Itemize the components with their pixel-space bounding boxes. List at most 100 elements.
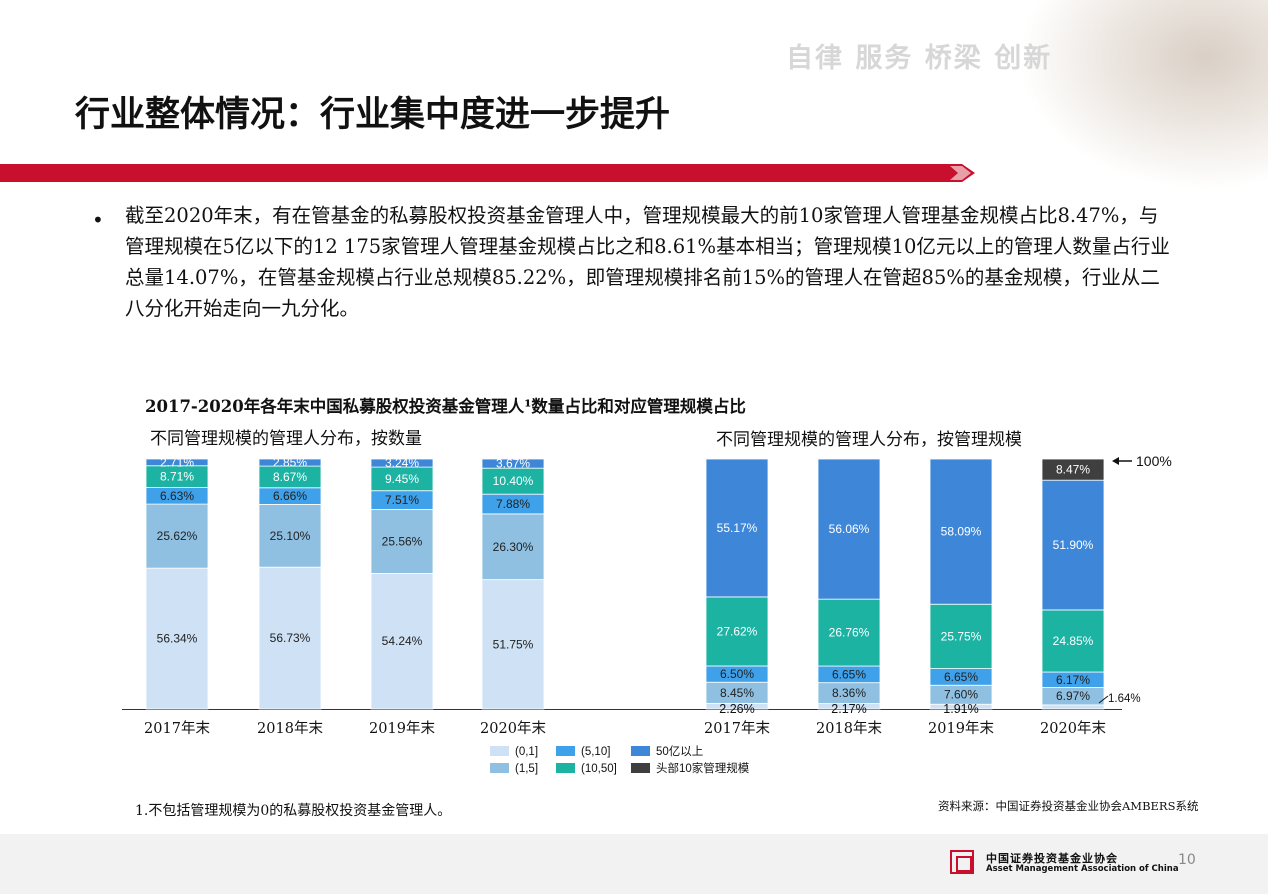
bar-data-label: 10.40% — [493, 474, 534, 488]
left-chart-subtitle: 不同管理规模的管理人分布，按数量 — [150, 429, 422, 449]
bar-data-label: 8.47% — [1056, 463, 1090, 477]
bar-data-label: 51.90% — [1053, 538, 1094, 552]
footnote: 1.不包括管理规模为0的私募股权投资基金管理人。 — [135, 803, 452, 819]
bar-data-label: 25.56% — [382, 534, 423, 548]
bar-data-label: 6.65% — [832, 667, 866, 681]
bar-data-label: 26.30% — [493, 540, 534, 554]
legend-label: 50亿以上 — [656, 745, 703, 758]
bar-data-label: 2.71% — [160, 455, 194, 469]
bar-segment — [258, 566, 322, 710]
x-tick-label: 2018年末 — [816, 720, 882, 737]
bar-segment — [1041, 458, 1105, 481]
bar-data-label: 7.88% — [496, 497, 530, 511]
bar-data-label: 27.62% — [717, 624, 758, 638]
page-title: 行业整体情况：行业集中度进一步提升 — [75, 95, 671, 135]
legend-swatch — [556, 763, 575, 773]
bar-segment — [481, 467, 545, 495]
right-chart-subtitle: 不同管理规模的管理人分布，按管理规模 — [716, 430, 1022, 450]
bar-segment — [929, 458, 993, 605]
title-underline-bar — [0, 164, 975, 182]
legend-swatch — [631, 763, 650, 773]
bar-data-label: 6.17% — [1056, 673, 1090, 687]
bullet-marker: • — [92, 208, 104, 232]
bar-data-label: 3.67% — [496, 457, 530, 471]
bar-data-label: 51.75% — [493, 637, 534, 651]
bar-data-label: 58.09% — [941, 525, 982, 539]
legend-swatch — [631, 746, 650, 756]
bar-segment — [929, 603, 993, 669]
legend-label: 头部10家管理规模 — [656, 761, 750, 775]
bar-segment — [1041, 704, 1105, 710]
bar-data-label: 1.64% — [1108, 693, 1141, 705]
legend-swatch — [490, 746, 509, 756]
bar-data-label: 54.24% — [382, 634, 423, 648]
bar-data-label: 24.85% — [1053, 634, 1094, 648]
bar-data-label: 26.76% — [829, 626, 870, 640]
org-name-cn: 中国证券投资基金业协会 — [986, 852, 1118, 865]
bar-data-label: 2.17% — [831, 702, 866, 716]
amac-logo-icon — [950, 850, 974, 874]
bar-data-label: 9.45% — [385, 472, 419, 486]
page-number: 10 — [1178, 852, 1196, 868]
slogan: 自律 服务 桥梁 创新 — [786, 43, 1053, 74]
bar-segment — [145, 567, 209, 710]
summary-paragraph: 截至2020年末，有在管基金的私募股权投资基金管理人中，管理规模最大的前10家管… — [125, 204, 1170, 320]
x-tick-label: 2019年末 — [928, 720, 994, 737]
annotation-label: 100% — [1136, 453, 1172, 469]
bar-segment — [145, 458, 209, 467]
bar-segment — [258, 458, 322, 467]
bar-segment — [370, 573, 434, 710]
x-tick-label: 2019年末 — [369, 720, 435, 737]
bar-data-label: 6.63% — [160, 489, 194, 503]
bar-data-label: 3.24% — [385, 456, 419, 470]
bar-segment — [817, 458, 881, 600]
bar-data-label: 7.60% — [944, 688, 978, 702]
bar-segment — [370, 458, 434, 468]
annotation-arrowhead — [1112, 457, 1119, 465]
bar-data-label: 25.75% — [941, 629, 982, 643]
bar-data-label: 25.10% — [270, 529, 311, 543]
bar-data-label: 25.62% — [157, 529, 198, 543]
bar-data-label: 1.91% — [943, 702, 978, 716]
bar-data-label: 2.85% — [273, 456, 307, 470]
bar-segment — [705, 596, 769, 667]
bar-data-label: 6.97% — [1056, 689, 1090, 703]
legend-label: (1,5] — [515, 763, 538, 775]
chart-title: 2017-2020年各年末中国私募股权投资基金管理人¹数量占比和对应管理规模占比 — [145, 397, 746, 416]
bar-segment — [481, 579, 545, 710]
x-tick-label: 2017年末 — [144, 720, 210, 737]
bar-data-label: 8.45% — [720, 686, 754, 700]
bar-segment — [1041, 479, 1105, 611]
x-tick-label: 2018年末 — [257, 720, 323, 737]
corner-decoration — [1018, 0, 1268, 190]
legend-label: (0,1] — [515, 746, 538, 758]
footer-band — [0, 834, 1268, 894]
bar-data-label: 56.34% — [157, 632, 198, 646]
bar-data-label: 6.50% — [720, 667, 754, 681]
bar-data-label: 56.06% — [829, 522, 870, 536]
x-tick-label: 2020年末 — [480, 720, 546, 737]
bar-segment — [258, 504, 322, 568]
bar-data-label: 6.65% — [944, 670, 978, 684]
org-name-en: Asset Management Association of China — [986, 864, 1179, 874]
bar-segment — [1041, 609, 1105, 673]
bar-data-label: 8.67% — [273, 470, 307, 484]
x-tick-label: 2020年末 — [1040, 720, 1106, 737]
bar-segment — [705, 458, 769, 598]
bar-data-label: 6.66% — [273, 489, 307, 503]
bar-data-label: 7.51% — [385, 493, 419, 507]
bar-data-label: 56.73% — [270, 631, 311, 645]
bar-data-label: 55.17% — [717, 521, 758, 535]
bar-segment — [370, 509, 434, 574]
legend-swatch — [490, 763, 509, 773]
legend-label: (5,10] — [581, 746, 610, 758]
legend-swatch — [556, 746, 575, 756]
x-tick-label: 2017年末 — [704, 720, 770, 737]
source-note: 资料来源：中国证券投资基金业协会AMBERS系统 — [938, 799, 1199, 813]
bar-segment — [481, 458, 545, 469]
bar-data-label: 2.26% — [719, 702, 754, 716]
bar-data-label: 8.36% — [832, 686, 866, 700]
legend-label: (10,50] — [581, 763, 617, 775]
bar-segment — [817, 598, 881, 667]
